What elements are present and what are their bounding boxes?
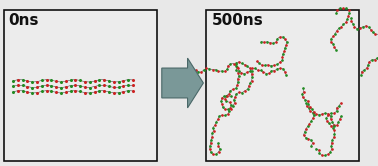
FancyBboxPatch shape [4,10,157,161]
Text: 500ns: 500ns [212,13,264,28]
FancyBboxPatch shape [206,10,359,161]
Polygon shape [162,58,203,108]
Text: 0ns: 0ns [8,13,38,28]
